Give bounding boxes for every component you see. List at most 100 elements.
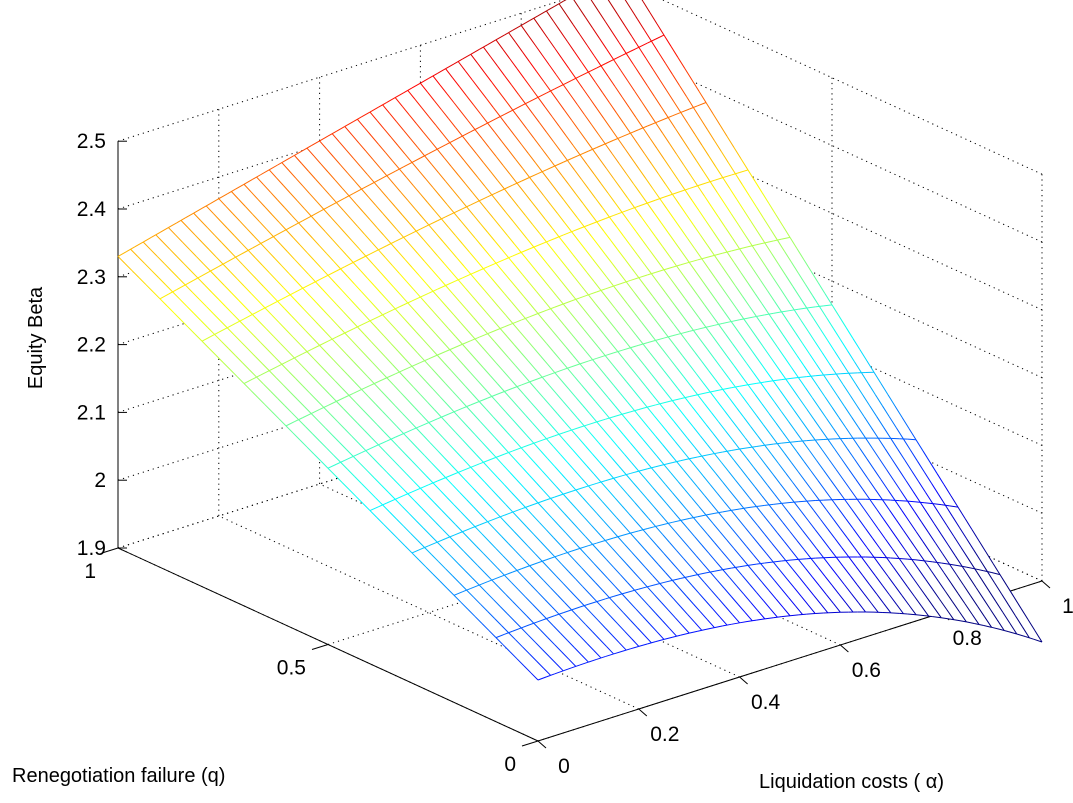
mesh-line-q xyxy=(932,616,942,619)
mesh-line-alpha xyxy=(555,295,564,305)
mesh-line-q xyxy=(1008,631,1017,635)
mesh-line-alpha xyxy=(887,576,896,587)
surface-cell xyxy=(609,212,664,274)
mesh-line-alpha xyxy=(572,254,581,264)
mesh-line-alpha xyxy=(576,217,585,228)
mesh-line-q xyxy=(680,518,690,521)
mesh-line-alpha xyxy=(580,61,589,73)
surface-cell xyxy=(483,263,538,319)
mesh-line-alpha xyxy=(362,211,371,221)
mesh-line-alpha xyxy=(624,544,633,553)
mesh-line-alpha xyxy=(462,531,470,540)
mesh-line-q xyxy=(781,502,791,504)
mesh-line-alpha xyxy=(771,253,780,265)
mesh-line-alpha xyxy=(501,248,509,259)
mesh-line-q xyxy=(126,246,136,253)
mesh-line-alpha xyxy=(579,548,588,557)
mesh-line-alpha xyxy=(582,202,591,213)
mesh-line-alpha xyxy=(541,376,550,386)
mesh-line-alpha xyxy=(459,398,467,407)
surface-cell xyxy=(244,177,299,230)
surface-cell xyxy=(601,478,656,530)
mesh-line-alpha xyxy=(606,48,615,60)
mesh-line-alpha xyxy=(504,574,512,583)
mesh-line-q xyxy=(537,92,547,98)
surface-cell xyxy=(517,381,572,435)
mesh-line-alpha xyxy=(588,485,596,495)
mesh-line-alpha xyxy=(534,162,543,172)
mesh-line-alpha xyxy=(533,17,542,29)
mesh-line-alpha xyxy=(436,255,445,264)
mesh-line-alpha xyxy=(789,441,798,453)
mesh-line-alpha xyxy=(168,227,176,236)
mesh-line-alpha xyxy=(401,214,410,224)
mesh-line-alpha xyxy=(750,426,759,437)
surface-cell xyxy=(693,515,748,568)
surface-cell xyxy=(794,308,849,374)
mesh-line-alpha xyxy=(418,373,427,382)
mesh-line-alpha xyxy=(221,242,229,251)
mesh-line-alpha xyxy=(900,490,909,502)
mesh-line-alpha xyxy=(362,409,371,418)
mesh-line-alpha xyxy=(617,249,626,260)
mesh-line-alpha xyxy=(390,243,399,252)
mesh-line-alpha xyxy=(526,339,535,349)
mesh-line-alpha xyxy=(553,250,561,260)
surface-cell xyxy=(861,557,916,615)
mesh-line-q xyxy=(420,292,430,298)
mesh-line-alpha xyxy=(340,367,348,376)
mesh-line-alpha xyxy=(863,416,872,428)
mesh-line-alpha xyxy=(695,555,704,565)
mesh-line-alpha xyxy=(520,447,529,456)
mesh-line-alpha xyxy=(568,184,577,195)
mesh-line-alpha xyxy=(751,535,760,546)
mesh-line-alpha xyxy=(278,418,287,427)
mesh-line-alpha xyxy=(277,199,285,208)
surface-cell xyxy=(647,198,702,263)
mesh-line-alpha xyxy=(844,499,853,510)
surface-cell xyxy=(575,294,631,352)
mesh-line-alpha xyxy=(935,542,944,555)
mesh-line-alpha xyxy=(266,328,274,337)
mesh-line-alpha xyxy=(508,357,516,367)
mesh-line-alpha xyxy=(469,144,477,155)
mesh-line-alpha xyxy=(782,225,791,238)
mesh-line-alpha xyxy=(502,644,511,653)
mesh-line-alpha xyxy=(750,602,759,611)
mesh-line-alpha xyxy=(853,547,862,558)
mesh-line-alpha xyxy=(180,319,189,328)
mesh-line-q xyxy=(495,113,505,120)
mesh-line-alpha xyxy=(340,164,348,174)
mesh-line-alpha xyxy=(291,315,299,324)
mesh-line-q xyxy=(420,77,430,84)
mesh-line-alpha xyxy=(932,589,941,600)
mesh-line-alpha xyxy=(820,428,829,440)
mesh-line-alpha xyxy=(477,282,486,291)
mesh-line-alpha xyxy=(690,285,699,296)
mesh-line-q xyxy=(504,184,514,190)
surface-cell xyxy=(664,266,719,328)
mesh-line-alpha xyxy=(656,361,665,372)
mesh-line-alpha xyxy=(592,453,600,463)
surface-cell xyxy=(605,351,660,408)
mesh-line-alpha xyxy=(785,472,794,483)
mesh-line-alpha xyxy=(978,540,987,553)
mesh-line-alpha xyxy=(667,336,676,347)
mesh-line-alpha xyxy=(700,611,708,621)
mesh-line-alpha xyxy=(212,212,221,222)
mesh-line-alpha xyxy=(858,602,866,613)
mesh-line-q xyxy=(420,484,429,489)
mesh-line-alpha xyxy=(656,259,665,271)
mesh-line-alpha xyxy=(446,587,455,596)
mesh-line-alpha xyxy=(901,510,910,522)
mesh-line-alpha xyxy=(831,406,840,418)
mesh-line-q xyxy=(630,46,640,52)
mesh-line-alpha xyxy=(562,493,571,503)
mesh-line-alpha xyxy=(807,604,816,614)
mesh-line-q xyxy=(722,623,732,627)
mesh-line-alpha xyxy=(659,403,668,413)
mesh-line-alpha xyxy=(561,380,570,390)
mesh-line-alpha xyxy=(705,102,714,115)
mesh-line-alpha xyxy=(599,38,608,50)
mesh-line-alpha xyxy=(603,429,612,439)
